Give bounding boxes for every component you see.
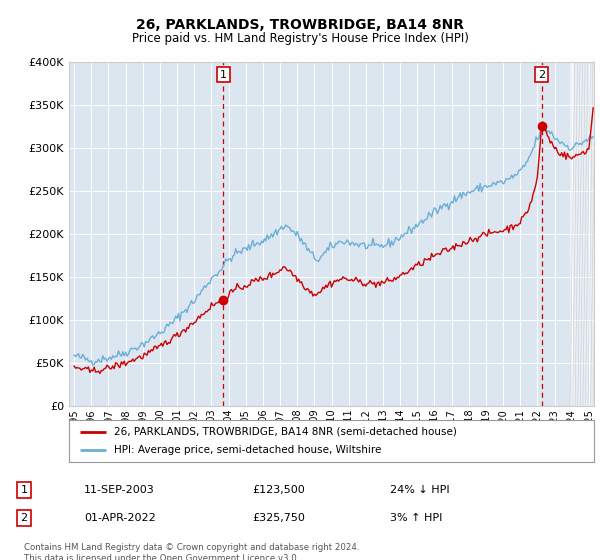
Text: Price paid vs. HM Land Registry's House Price Index (HPI): Price paid vs. HM Land Registry's House … (131, 31, 469, 45)
Text: £123,500: £123,500 (252, 485, 305, 495)
Text: 2: 2 (538, 69, 545, 80)
Text: 11-SEP-2003: 11-SEP-2003 (84, 485, 155, 495)
Text: 01-APR-2022: 01-APR-2022 (84, 513, 156, 523)
Text: HPI: Average price, semi-detached house, Wiltshire: HPI: Average price, semi-detached house,… (113, 445, 381, 455)
Text: 1: 1 (20, 485, 28, 495)
Text: £325,750: £325,750 (252, 513, 305, 523)
Text: 1: 1 (220, 69, 227, 80)
Text: 26, PARKLANDS, TROWBRIDGE, BA14 8NR (semi-detached house): 26, PARKLANDS, TROWBRIDGE, BA14 8NR (sem… (113, 427, 457, 437)
Text: Contains HM Land Registry data © Crown copyright and database right 2024.
This d: Contains HM Land Registry data © Crown c… (24, 543, 359, 560)
Text: 26, PARKLANDS, TROWBRIDGE, BA14 8NR: 26, PARKLANDS, TROWBRIDGE, BA14 8NR (136, 18, 464, 32)
Text: 2: 2 (20, 513, 28, 523)
Text: 24% ↓ HPI: 24% ↓ HPI (390, 485, 449, 495)
Text: 3% ↑ HPI: 3% ↑ HPI (390, 513, 442, 523)
